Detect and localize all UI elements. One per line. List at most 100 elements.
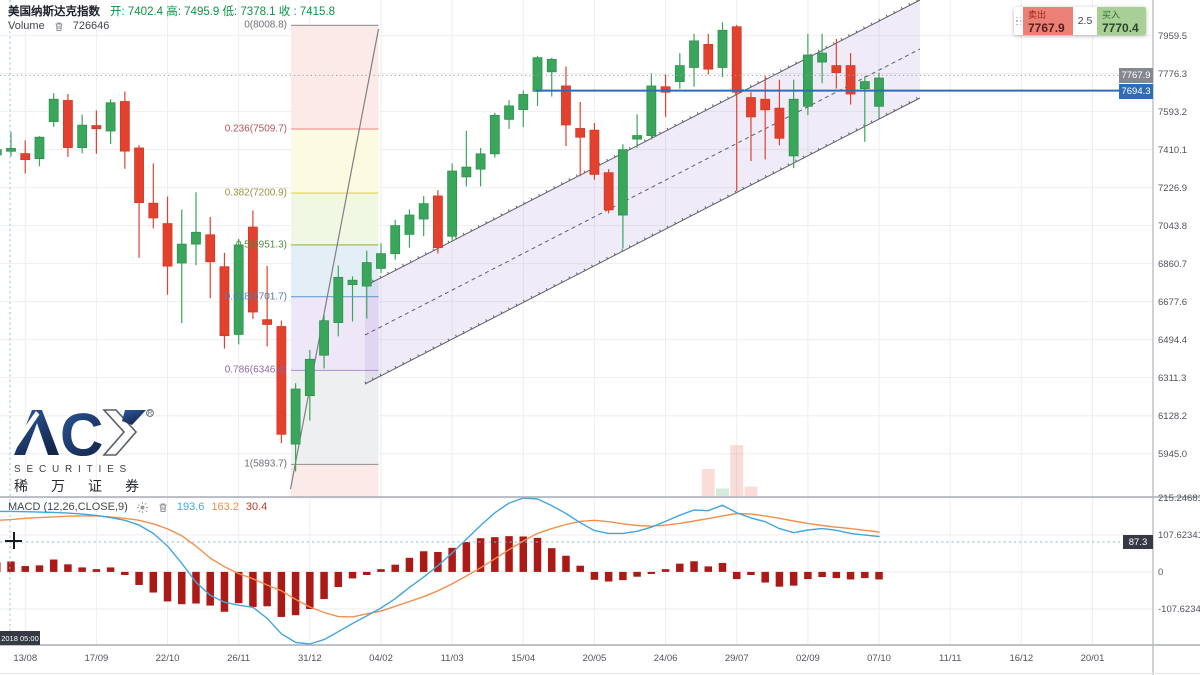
price-axis-label: 7410.1 [1158,144,1188,156]
macd-histogram-bar [704,566,713,572]
volume-value: 726646 [72,20,110,32]
macd-histogram-bar [206,571,214,606]
macd-indicator-legend[interactable]: MACD (12,26,CLOSE,9) 193.6 163.2 30.4 [8,500,267,514]
trash-icon[interactable] [53,20,66,33]
macd-value: 193.6 [176,501,205,513]
macd-histogram-bar [676,563,684,572]
candle-down [148,202,159,219]
trash-icon[interactable] [157,501,170,514]
candle-up [361,262,372,287]
logo-securities-text: SECURITIES [14,464,133,475]
acy-logo-mark: C R [12,402,154,469]
macd-histogram-bar [121,571,129,575]
time-axis-label: 16/12 [1009,653,1034,664]
fib-band [291,193,379,245]
price-axis-label: 7593.2 [1158,106,1188,118]
price-axis-label: 7776.3 [1158,68,1188,80]
candle-up [390,225,401,255]
candle-down [746,97,756,118]
time-axis-label: 17/09 [84,653,109,664]
macd-histogram-bar [761,571,769,583]
macd-histogram-bar [818,571,826,578]
channel-upper-line [364,0,921,287]
macd-histogram-bar [633,571,641,577]
candle-down [703,44,714,70]
widget-drag-handle[interactable] [1014,7,1023,35]
candle-up [191,231,201,245]
fib-level-label: 0.618(6701.7) [224,291,287,303]
crosshair-time-tag: 2018 05:00 [0,631,40,645]
candle-up [617,149,628,216]
macd-hist-value: 30.4 [245,501,268,513]
candle-up [504,105,514,120]
macd-histogram-bar [106,567,115,572]
time-axis-label: 20/05 [582,653,607,664]
gear-icon[interactable] [136,501,149,514]
sell-button[interactable]: 卖出 7767.9 [1023,7,1073,35]
candle-up [532,57,543,92]
macd-histogram-bar [377,569,385,572]
macd-histogram-bar [505,536,513,572]
macd-histogram-bar [861,571,869,579]
candle-down [162,223,173,267]
macd-histogram-bar [519,536,528,572]
candle-down [134,147,144,204]
macd-axis-label: -107.6234 [1158,604,1200,616]
candle-down [575,128,586,138]
macd-histogram-bar [647,571,656,574]
macd-histogram-bar [832,571,841,579]
price-axis-label: 7043.8 [1158,220,1188,232]
candle-up [447,170,458,237]
price-axis-label: 6311.3 [1158,372,1187,384]
macd-histogram-bar [35,565,44,572]
candle-up [632,135,643,140]
candle-up [817,52,828,63]
parallel-channel[interactable] [364,0,921,385]
macd-axis-label: 107.62341 [1158,530,1200,542]
macd-histogram-bar [476,538,485,572]
candle-down [276,326,287,435]
macd-main-line [0,497,880,645]
macd-histogram-bar [135,571,143,585]
macd-histogram-bar [163,571,172,602]
buy-button[interactable]: 买入 7770.4 [1097,7,1146,35]
candle-up [518,94,529,111]
candle-down [248,226,258,313]
macd-signal-value: 163.2 [211,501,239,513]
macd-axis-label: 215.24681 [1158,493,1200,505]
sell-price: 7767.9 [1028,20,1065,35]
candle-up [646,85,657,136]
candle-up [233,244,244,335]
volume-series [701,445,758,496]
macd-histogram-bar [334,571,343,588]
macd-histogram-bar [491,537,499,572]
ohlc-values: 开: 7402.4 高: 7495.9 低: 7378.1 收 : 7415.8 [110,5,336,18]
macd-histogram-bar [249,571,257,607]
volume-indicator-legend[interactable]: Volume 726646 [8,19,109,33]
time-axis-label: 11/03 [440,653,464,664]
fib-level-label: 0.786(6346.4) [224,364,287,376]
candle-down [20,153,31,161]
candle-up [48,98,59,123]
macd-histogram-bar [533,537,542,572]
candle-down [845,65,856,95]
candle-up [802,54,813,107]
fib-retracement[interactable] [291,24,379,497]
macd-histogram-bar [234,571,243,604]
candle-up [546,58,557,73]
trend-line[interactable] [289,28,380,490]
sell-label: 卖出 [1028,9,1047,20]
macd-histogram-bar [604,571,613,582]
candle-up [461,166,472,178]
macd-histogram-bar [690,561,698,572]
macd-histogram-bar [320,571,328,600]
symbol-name: 美国纳斯达克指数 [8,5,100,18]
candle-up [77,124,88,148]
macd-histogram-bar [178,571,186,605]
macd-histogram-bar [49,559,58,572]
macd-histogram [0,536,883,617]
candle-down [831,65,842,74]
symbol-legend[interactable]: 美国纳斯达克指数 开: 7402.4 高: 7495.9 低: 7378.1 收… [8,3,335,18]
